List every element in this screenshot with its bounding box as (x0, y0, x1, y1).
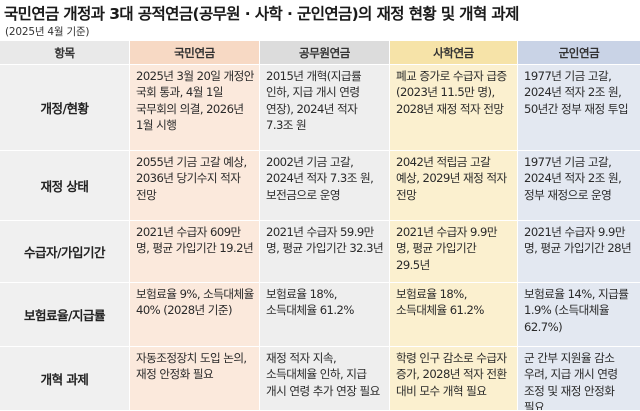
table-cell: 1977년 기금 고갈, 2024년 적자 2조 원, 정부 재정으로 운영 (517, 151, 640, 221)
table-cell: 2055년 기금 고갈 예상, 2036년 당기수지 적자 전망 (129, 151, 259, 221)
row-label-reform-tasks: 개혁 과제 (0, 347, 129, 411)
pension-comparison-table: 항목 국민연금 공무원연금 사학연금 군인연금 개정/현황 2025년 3월 2… (0, 41, 640, 411)
table-cell: 보험료율 18%, 소득대체율 61.2% (389, 283, 517, 347)
table-cell: 보험료율 18%, 소득대체율 61.2% (259, 283, 389, 347)
row-label-reform-status: 개정/현황 (0, 65, 129, 151)
table-cell: 보험료율 14%, 지급률 1.9% (소득대체율 62.7%) (517, 283, 640, 347)
table-cell: 2021년 수급자 609만 명, 평균 가입기간 19.2년 (129, 221, 259, 283)
table-cell: 학령 인구 감소로 수급자 증가, 2028년 적자 전환 대비 모수 개혁 필… (389, 347, 517, 411)
page-subtitle: (2025년 4월 기준) (5, 26, 90, 38)
table-cell: 2042년 적립금 고갈 예상, 2029년 재정 적자 전망 (389, 151, 517, 221)
table-cell: 2021년 수급자 9.9만 명, 평균 가입기간 28년 (517, 221, 640, 283)
table-cell: 2025년 3월 20일 개정안 국회 통과, 4월 1일 국무회의 의결, 2… (129, 65, 259, 151)
table-cell: 2015년 개혁(지급률 인하, 지급 개시 연령 연장), 2024년 적자 … (259, 65, 389, 151)
column-header-civil-servant-pension: 공무원연금 (259, 41, 389, 65)
table-cell: 재정 적자 지속, 소득대체율 인하, 지급 개시 연령 추가 연장 필요 (259, 347, 389, 411)
table-cell: 자동조정장치 도입 논의, 재정 안정화 필요 (129, 347, 259, 411)
column-header-private-school-pension: 사학연금 (389, 41, 517, 65)
table-cell: 군 간부 지원율 감소 우려, 지급 개시 연령 조정 및 재정 안정화 필요 (517, 347, 640, 411)
row-label-beneficiaries-period: 수급자/가입기간 (0, 221, 129, 283)
table-cell: 2021년 수급자 59.9만 명, 평균 가입기간 32.3년 (259, 221, 389, 283)
table-cell: 보험료율 9%, 소득대체율 40% (2028년 기준) (129, 283, 259, 347)
table-cell: 2021년 수급자 9.9만 명, 평균 가입기간 29.5년 (389, 221, 517, 283)
table-cell: 2002년 기금 고갈, 2024년 적자 7.3조 원, 보전금으로 운영 (259, 151, 389, 221)
row-label-financial-state: 재정 상태 (0, 151, 129, 221)
table-cell: 1977년 기금 고갈, 2024년 적자 2조 원, 50년간 정부 재정 투… (517, 65, 640, 151)
column-header-national-pension: 국민연금 (129, 41, 259, 65)
column-header-military-pension: 군인연금 (517, 41, 640, 65)
row-label-contribution-rate: 보험료율/지급률 (0, 283, 129, 347)
table-cell: 폐교 증가로 수급자 급증(2023년 11.5만 명), 2028년 재정 적… (389, 65, 517, 151)
column-header-item: 항목 (0, 41, 129, 65)
page-title: 국민연금 개정과 3대 공적연금(공무원 · 사학 · 군인연금)의 재정 현황… (4, 5, 519, 23)
